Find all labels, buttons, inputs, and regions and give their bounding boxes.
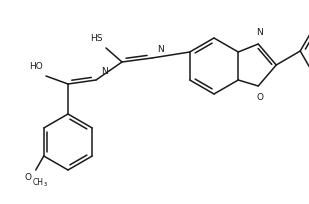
Text: ₃: ₃ [44, 179, 47, 188]
Text: N: N [157, 45, 164, 54]
Text: N: N [256, 28, 263, 37]
Text: HO: HO [29, 62, 43, 71]
Text: O: O [25, 173, 32, 182]
Text: O: O [257, 93, 264, 102]
Text: CH: CH [32, 178, 43, 187]
Text: N: N [101, 67, 108, 76]
Text: HS: HS [91, 34, 103, 43]
